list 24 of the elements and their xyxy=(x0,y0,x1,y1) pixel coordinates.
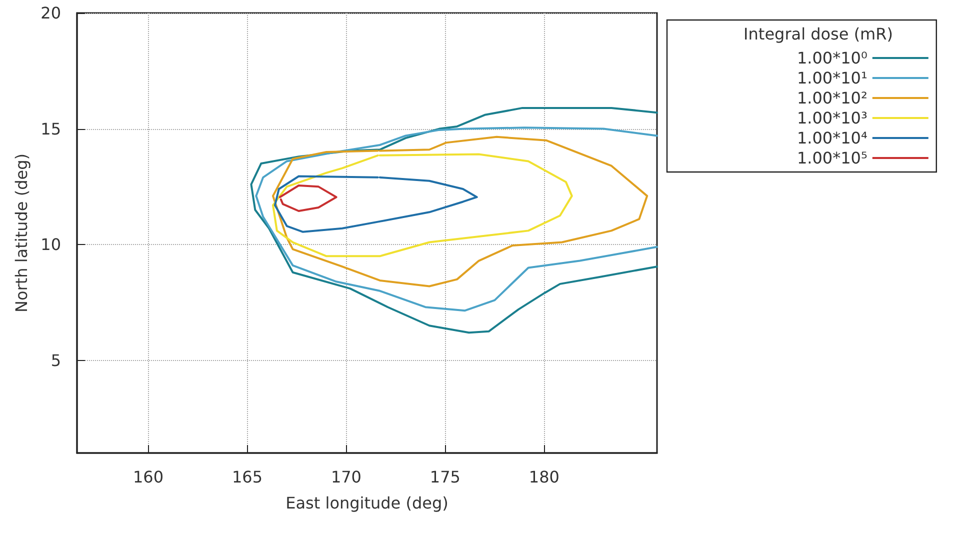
legend-label: 1.00*10⁵ xyxy=(796,148,868,168)
y-axis-title: North latitude (deg) xyxy=(12,154,32,312)
line-series xyxy=(274,175,478,233)
line-series xyxy=(278,184,338,212)
y-tick-label: 5 xyxy=(50,350,61,370)
line-series xyxy=(272,153,573,258)
x-tick-label: 180 xyxy=(528,468,560,486)
x-tick-label: 160 xyxy=(132,468,164,486)
x-tick-label: 170 xyxy=(330,468,362,486)
line-series xyxy=(255,126,658,312)
y-tick-label: 10 xyxy=(40,235,61,254)
x-tick-label: 175 xyxy=(430,468,460,486)
legend-label: 1.00*10³ xyxy=(796,108,868,128)
line-series xyxy=(272,136,648,288)
legend-title: Integral dose (mR) xyxy=(744,24,894,44)
x-tick-label: 165 xyxy=(232,468,263,486)
legend-label: 1.00*10⁰ xyxy=(796,48,868,68)
x-axis-title: East longitude (deg) xyxy=(286,494,448,512)
legend-label: 1.00*10¹ xyxy=(796,68,868,88)
legend-label: 1.00*10⁴ xyxy=(796,128,868,148)
line-series xyxy=(250,106,658,334)
legend-label: 1.00*10² xyxy=(796,88,868,108)
y-tick-label: 15 xyxy=(40,119,61,138)
y-tick-label: 20 xyxy=(40,4,61,22)
